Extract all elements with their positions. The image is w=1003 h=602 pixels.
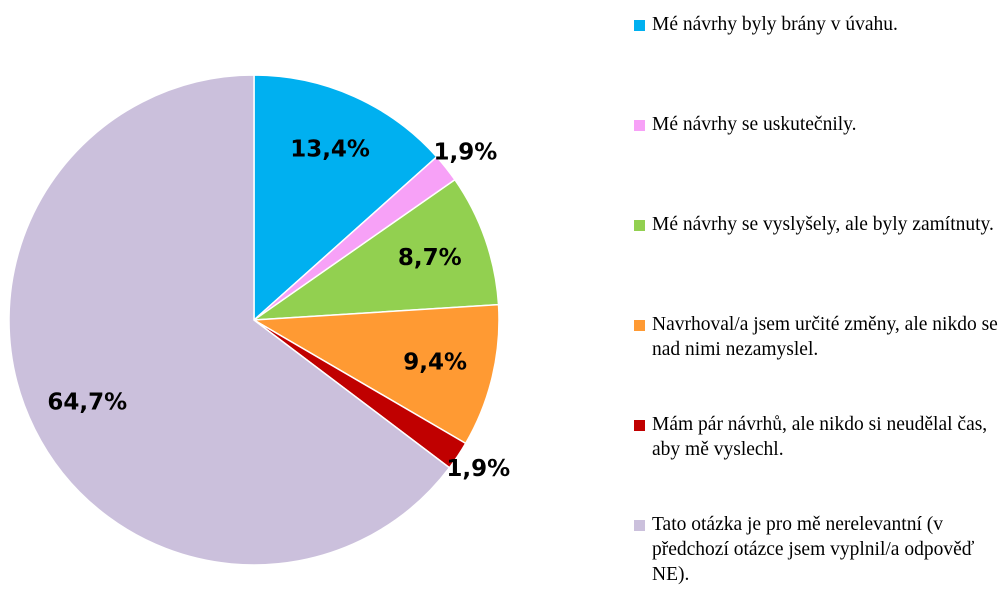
chart: 13,4% 1,9% 8,7% 9,4% 1,9% 64,7%: [8, 74, 510, 566]
legend-swatch: [634, 220, 645, 231]
legend-label: Mé návrhy se uskutečnily.: [652, 114, 857, 135]
pie-slice: [251, 178, 500, 321]
legend-item: Mé návrhy se uskutečnily.: [634, 112, 1003, 137]
legend-item: Navrhoval/a jsem určité změny, ale nikdo…: [634, 312, 1003, 362]
value-label: 9,4%: [403, 349, 467, 375]
value-label: 1,9%: [446, 456, 510, 482]
legend-item: Mé návrhy se vyslyšely, ale byly zamítnu…: [634, 212, 1003, 237]
legend-item: Mám pár návrhů, ale nikdo si neudělal ča…: [634, 412, 1003, 462]
legend-swatch: [634, 420, 645, 431]
pie-slice: [253, 74, 438, 322]
legend-swatch: [634, 520, 645, 531]
legend-swatch: [634, 320, 645, 331]
legend-swatch: [634, 20, 645, 31]
value-label: 64,7%: [47, 389, 127, 415]
pie-slice: [251, 303, 500, 445]
value-label: 13,4%: [290, 137, 370, 163]
legend-item: Tato otázka je pro mě nerelevantní (v př…: [634, 512, 1003, 587]
legend-label: Mám pár návrhů, ale nikdo si neudělal ča…: [652, 414, 988, 460]
value-label: 1,9%: [433, 139, 497, 165]
legend-item: Mé návrhy byly brány v úvahu.: [634, 12, 1003, 37]
legend-label: Tato otázka je pro mě nerelevantní (v př…: [652, 514, 975, 585]
pie-slice: [8, 74, 451, 566]
value-label: 8,7%: [398, 245, 462, 271]
legend-label: Mé návrhy byly brány v úvahu.: [652, 14, 898, 35]
legend-swatch: [634, 120, 645, 131]
legend-label: Mé návrhy se vyslyšely, ale byly zamítnu…: [652, 214, 994, 235]
legend-label: Navrhoval/a jsem určité změny, ale nikdo…: [652, 314, 998, 360]
